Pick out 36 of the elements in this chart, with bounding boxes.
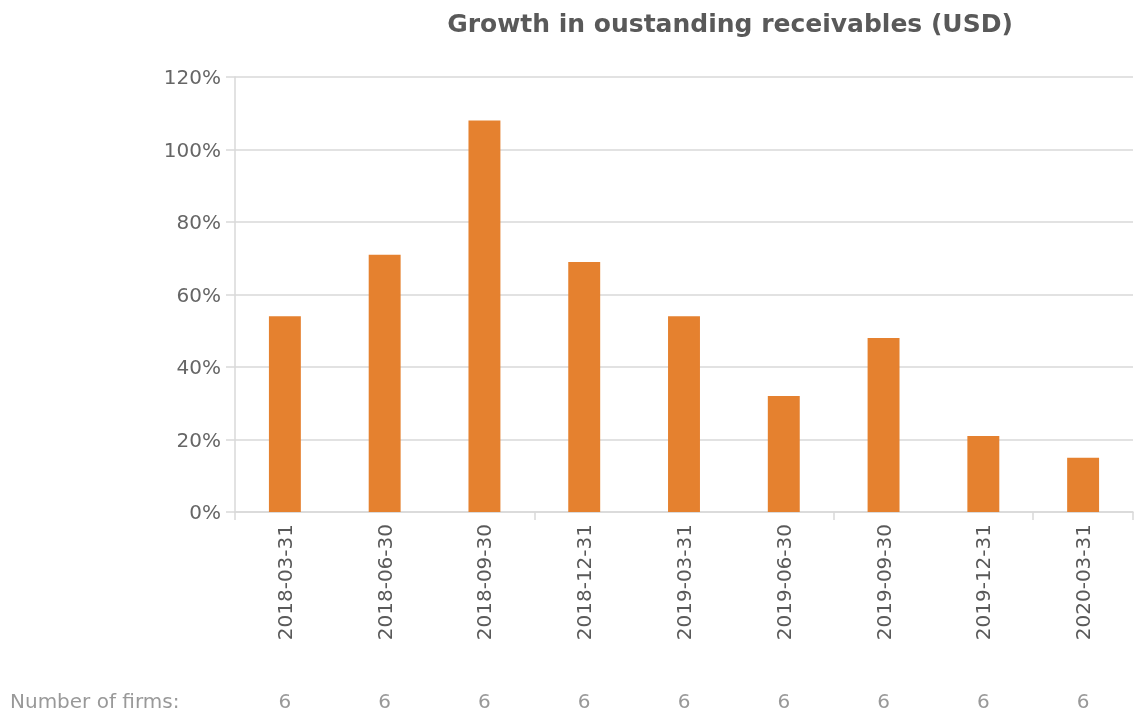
text: 6 bbox=[478, 689, 491, 713]
bar bbox=[668, 316, 700, 512]
x-tick-label: 2020-03-31 bbox=[1071, 524, 1096, 641]
y-tick-label: 80% bbox=[176, 210, 221, 234]
y-tick-label: 20% bbox=[176, 427, 221, 452]
y-tick-label: 40% bbox=[176, 355, 221, 379]
text: 6 bbox=[976, 689, 990, 713]
bar bbox=[368, 254, 401, 512]
y-tick-label: 60% bbox=[176, 282, 221, 307]
text: 6 bbox=[378, 689, 392, 713]
y-tick-label: 0% bbox=[189, 500, 221, 524]
chart-title: Growth in oustanding receivables (USD) bbox=[447, 9, 1013, 38]
y-tick-label: 120% bbox=[163, 65, 221, 89]
bar bbox=[767, 396, 800, 512]
x-tick-label: 2019-06-30 bbox=[771, 524, 796, 641]
x-tick-label: 2018-03-31 bbox=[272, 524, 297, 641]
bar bbox=[1067, 457, 1100, 512]
x-tick-label: 2019-09-30 bbox=[871, 524, 896, 641]
x-tick-label: 2018-12-31 bbox=[572, 524, 597, 641]
text: 6 bbox=[777, 689, 791, 713]
x-tick-label: 2018-06-30 bbox=[372, 524, 397, 641]
bar bbox=[568, 261, 601, 512]
x-tick-label: 2019-03-31 bbox=[672, 524, 696, 641]
text: 6 bbox=[278, 689, 292, 713]
bar bbox=[867, 338, 900, 512]
bar bbox=[967, 435, 1000, 512]
text: 6 bbox=[1076, 689, 1090, 713]
x-tick-label: 2018-09-30 bbox=[472, 524, 497, 641]
text: 6 bbox=[577, 689, 591, 713]
x-tick-label: 2019-12-31 bbox=[971, 524, 996, 641]
bar bbox=[468, 120, 501, 512]
text: 6 bbox=[877, 689, 890, 713]
bar bbox=[268, 316, 301, 512]
y-tick-label: 100% bbox=[163, 137, 221, 162]
text: 6 bbox=[677, 689, 691, 713]
text: Number of firms: bbox=[10, 689, 180, 713]
